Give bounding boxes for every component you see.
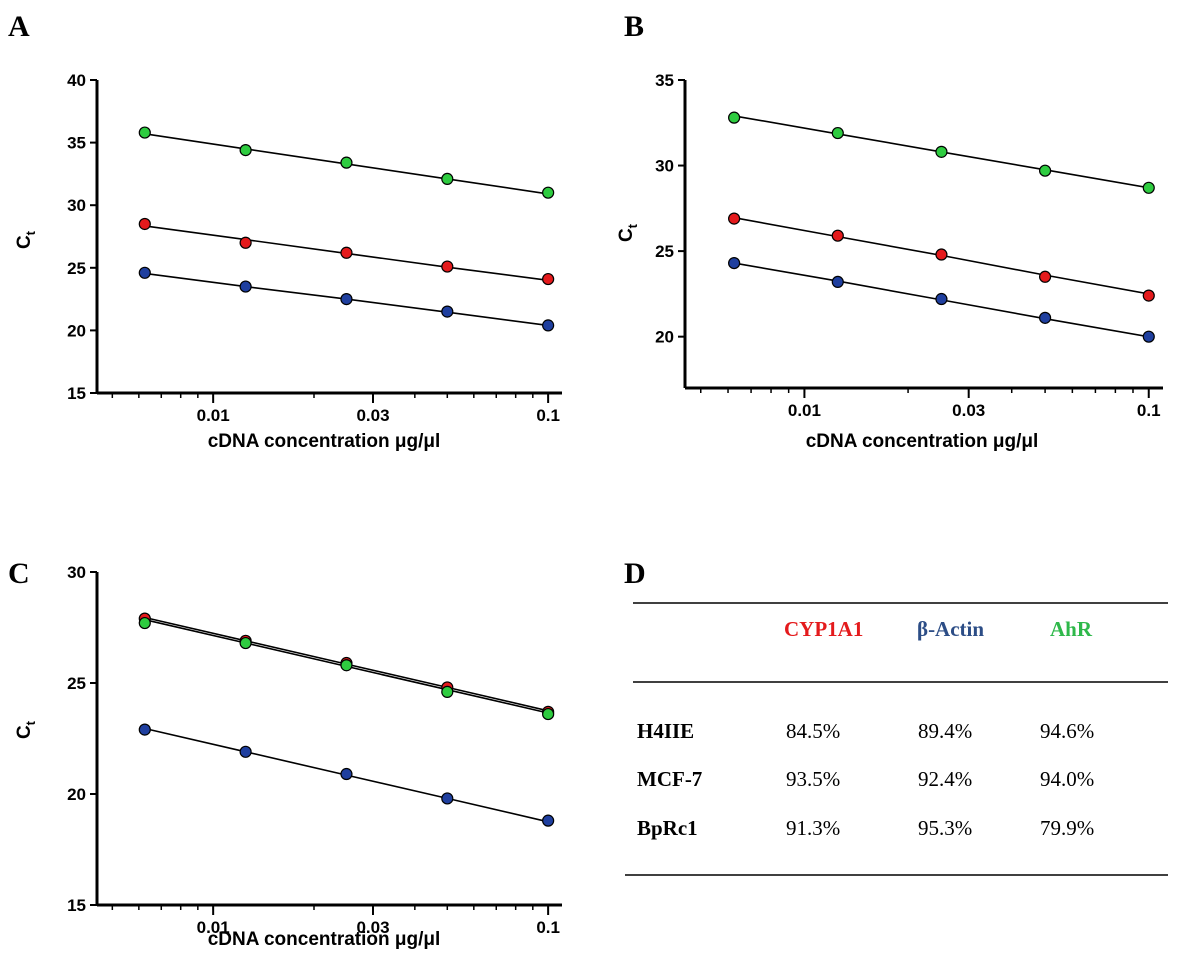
y-tick-label: 30	[67, 196, 86, 215]
x-tick-label: 0.1	[536, 918, 560, 937]
table-header-actin: β-Actin	[917, 617, 984, 641]
data-point	[1038, 164, 1052, 177]
efficiency-table: CYP1A1 β-Actin AhR H4IIE 84.5% 89.4% 94.…	[625, 602, 1168, 876]
data-point	[239, 236, 252, 249]
y-axis-title-b-main: C	[616, 228, 637, 242]
data-point	[138, 126, 151, 139]
data-point	[935, 248, 948, 261]
y-tick-label: 25	[67, 259, 86, 278]
y-tick-label: 30	[67, 563, 86, 582]
data-point	[542, 319, 555, 332]
data-point	[441, 305, 454, 318]
table-cell: 93.5%	[786, 767, 840, 791]
y-axis-title-b: Ct	[616, 223, 640, 242]
data-point	[542, 814, 555, 827]
data-point	[1142, 181, 1155, 194]
x-axis-title-b: cDNA concentration μg/μl	[806, 431, 1039, 452]
table-cell: 89.4%	[918, 719, 972, 743]
x-tick-label: 0.1	[536, 406, 560, 425]
y-axis-title-a-main: C	[14, 235, 35, 249]
data-point	[239, 280, 252, 293]
data-point	[831, 275, 844, 289]
data-point	[441, 792, 454, 805]
data-point	[340, 246, 353, 259]
panel-letter-c: C	[8, 557, 30, 590]
data-point	[441, 685, 454, 698]
x-axis-title-c: cDNA concentration μg/μl	[208, 929, 441, 950]
data-point	[340, 659, 353, 672]
table-cell: 94.0%	[1040, 767, 1094, 791]
y-axis-title-c-main: C	[14, 725, 35, 739]
data-point	[728, 212, 741, 225]
data-point	[340, 767, 353, 781]
y-tick-label: 20	[655, 328, 674, 347]
table-cell: 79.9%	[1040, 816, 1094, 840]
table-row-label: H4IIE	[637, 719, 694, 743]
x-tick-label: 0.01	[197, 918, 230, 937]
data-point	[542, 272, 555, 286]
y-axis-title-c: Ct	[14, 720, 38, 739]
data-point	[239, 144, 252, 157]
data-point	[441, 172, 454, 186]
y-axis-title-a-sub: t	[23, 230, 38, 235]
data-point	[1038, 270, 1052, 283]
x-tick-label: 0.1	[1137, 401, 1161, 420]
y-axis-title-b-sub: t	[625, 223, 640, 228]
data-point	[441, 260, 454, 273]
table-cell: 94.6%	[1040, 719, 1094, 743]
x-tick-label: 0.01	[788, 401, 821, 420]
data-point	[831, 126, 844, 140]
y-tick-label: 40	[67, 71, 86, 90]
table-cell: 92.4%	[918, 767, 972, 791]
table-cell: 91.3%	[786, 816, 840, 840]
data-point	[1142, 330, 1155, 343]
panel-letter-d: D	[624, 557, 646, 590]
panel-letter-a: A	[8, 10, 30, 43]
data-point	[542, 186, 555, 199]
chart-panel-b: 20 25 30 35 0.01 0.03 0.1	[655, 71, 1163, 420]
y-tick-label: 25	[655, 242, 674, 261]
data-point	[138, 217, 151, 231]
data-point	[138, 266, 151, 279]
y-tick-label: 20	[67, 785, 86, 804]
data-point	[728, 256, 741, 270]
y-axis-title-a: Ct	[14, 230, 38, 249]
table-header-ahr: AhR	[1050, 617, 1093, 641]
chart-panel-c: 15 20 25 30 0.01 0.03 0.1	[67, 563, 562, 937]
data-point	[935, 292, 948, 306]
y-tick-label: 20	[67, 321, 86, 340]
data-point	[340, 156, 353, 169]
y-tick-label: 35	[655, 71, 674, 90]
chart-panel-a: 15 20 25 30 35 40 0.01 0.03 0.1	[67, 71, 562, 425]
y-tick-label: 35	[67, 134, 86, 153]
table-cell: 84.5%	[786, 719, 840, 743]
y-tick-label: 15	[67, 384, 86, 403]
data-point	[831, 229, 844, 242]
data-point	[1142, 289, 1155, 302]
data-point	[728, 111, 741, 124]
x-tick-label: 0.03	[952, 401, 985, 420]
x-axis-title-a: cDNA concentration μg/μl	[208, 431, 441, 452]
data-point	[1038, 311, 1052, 324]
y-tick-label: 25	[67, 674, 86, 693]
data-point	[138, 723, 151, 736]
panel-letter-b: B	[624, 10, 644, 43]
y-tick-label: 15	[67, 896, 86, 915]
data-point	[340, 293, 353, 306]
x-tick-label: 0.03	[356, 406, 389, 425]
data-point	[935, 145, 948, 158]
data-point	[138, 616, 151, 630]
x-tick-label: 0.01	[197, 406, 230, 425]
data-point	[239, 636, 252, 650]
table-cell: 95.3%	[918, 816, 972, 840]
table-row-label: MCF-7	[637, 767, 702, 791]
x-tick-label: 0.03	[356, 918, 389, 937]
table-header-cyp1a1: CYP1A1	[784, 617, 863, 641]
table-row-label: BpRc1	[637, 816, 698, 840]
data-point	[239, 745, 252, 758]
data-point	[542, 707, 555, 721]
y-axis-title-c-sub: t	[23, 720, 38, 725]
y-tick-label: 30	[655, 157, 674, 176]
